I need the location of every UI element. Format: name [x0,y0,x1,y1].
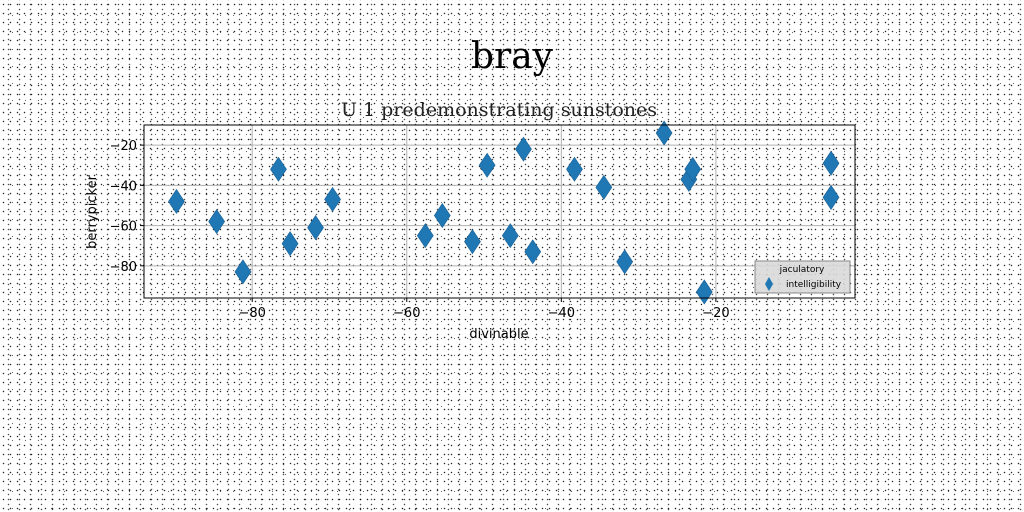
legend-title: jaculatory [779,265,825,275]
y-tick-label: −40 [110,179,137,194]
data-point [822,184,840,210]
data-point [234,259,252,285]
data-point [501,223,519,249]
data-point [695,279,713,305]
legend: jaculatory intelligibility [754,260,851,294]
y-tick-label: −80 [110,260,137,275]
data-point [524,239,542,265]
data-point [208,209,226,235]
data-point [307,215,324,241]
data-point [822,150,840,176]
data-point [416,223,434,249]
data-point [684,156,702,182]
data-point [281,231,299,257]
y-tick-label: −20 [110,139,137,154]
x-tick-label: −60 [393,306,420,321]
data-point [464,229,481,255]
data-point [478,152,496,178]
x-tick-label: −40 [548,306,575,321]
data-point [324,186,341,212]
legend-series-label: intelligibility [786,280,842,290]
y-axis-label: berrypicker [85,174,100,248]
plot-frame [143,124,856,299]
data-point [168,188,185,214]
data-point [566,156,583,182]
figure-suptitle: bray [470,36,554,77]
data-point [270,156,287,182]
data-point [616,249,634,275]
x-axis-label: divinable [469,327,528,342]
chart-title: U 1 predemonstrating sunstones [341,99,657,121]
data-point [595,174,613,200]
x-tick-label: −80 [238,306,265,321]
axis-ticks: −80 −60 −40 −20 −20 −40 −60 −80 [110,139,730,321]
data-point [515,136,532,162]
grid-lines [144,125,855,298]
data-point [433,202,451,229]
legend-diamond-icon [765,277,773,291]
data-points [168,120,840,305]
x-tick-label: −20 [702,306,729,321]
data-point [655,120,673,146]
y-tick-label: −60 [110,220,137,235]
